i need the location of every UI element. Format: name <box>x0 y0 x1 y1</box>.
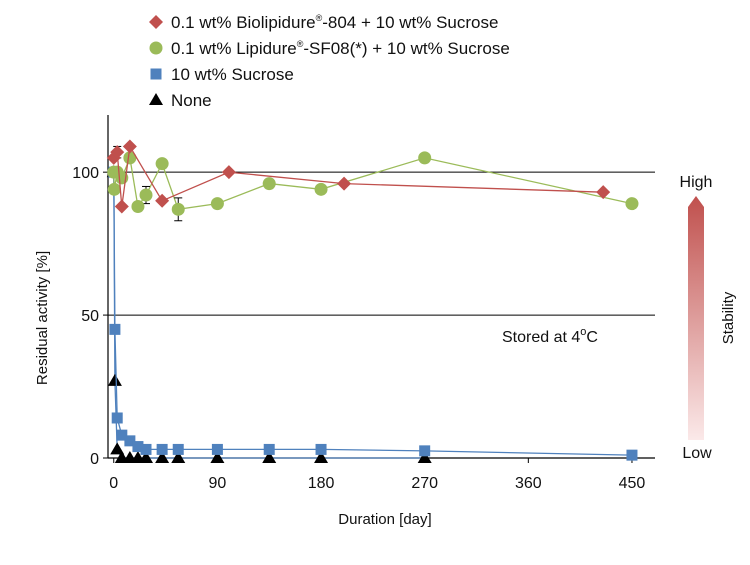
data-point-10-wt-sucrose <box>140 443 152 455</box>
data-point-10-wt-sucrose <box>124 435 136 447</box>
reference-lines <box>108 171 655 316</box>
x-tick-label: 270 <box>411 475 438 492</box>
x-tick-label: 0 <box>109 475 118 492</box>
legend-label: 0.1 wt% Lipidure®-SF08(*) + 10 wt% Sucro… <box>171 39 510 58</box>
y-tick-label: 100 <box>72 165 99 182</box>
legend: 0.1 wt% Biolipidure®-804 + 10 wt% Sucros… <box>149 13 510 110</box>
data-point-10-wt-sucrose <box>626 449 638 461</box>
legend-item-0-1-wt-lipidure: 0.1 wt% Lipidure®-SF08(*) + 10 wt% Sucro… <box>149 39 510 58</box>
data-point-10-wt-sucrose <box>156 443 168 455</box>
data-point-10-wt-sucrose <box>172 443 184 455</box>
series-layer <box>106 139 639 463</box>
series-0-1-wt-biolipidure <box>106 139 611 214</box>
data-point-0-1-wt-biolipidure <box>122 139 137 154</box>
data-point-10-wt-sucrose <box>132 441 144 453</box>
data-point-0-1-wt-lipidure <box>418 151 432 165</box>
data-point-none <box>171 451 186 463</box>
series-line-0-1-wt-lipidure <box>113 155 633 211</box>
series-10-wt-sucrose <box>108 166 638 461</box>
stability-low-label: Low <box>682 445 712 462</box>
y-tick-label: 0 <box>90 451 99 468</box>
data-point-0-1-wt-lipidure <box>625 197 639 211</box>
data-point-0-1-wt-biolipidure <box>114 199 129 214</box>
data-point-10-wt-sucrose <box>263 443 275 455</box>
series-line-0-1-wt-biolipidure <box>113 144 604 207</box>
storage-annotation: Stored at 4oC <box>502 326 598 346</box>
legend-marker-0-1-wt-biolipidure <box>149 15 163 29</box>
series-0-1-wt-lipidure <box>107 151 639 222</box>
series-none <box>106 165 432 463</box>
x-tick-label: 450 <box>619 475 646 492</box>
data-point-0-1-wt-lipidure <box>139 188 153 202</box>
data-point-0-1-wt-lipidure <box>262 177 276 191</box>
data-point-0-1-wt-lipidure <box>131 199 145 213</box>
data-point-0-1-wt-lipidure <box>155 157 169 171</box>
stability-scale: High Stability Low <box>680 174 737 462</box>
data-point-0-1-wt-lipidure <box>123 151 137 165</box>
x-tick-label: 180 <box>308 475 335 492</box>
data-point-0-1-wt-biolipidure <box>337 176 352 191</box>
x-tick-label: 360 <box>515 475 542 492</box>
y-axis-title: Residual activity [%] <box>34 251 51 385</box>
legend-marker-none <box>149 93 163 105</box>
data-point-none <box>417 451 432 463</box>
legend-label: 0.1 wt% Biolipidure®-804 + 10 wt% Sucros… <box>171 13 498 32</box>
legend-item-10-wt-sucrose: 10 wt% Sucrose <box>150 65 294 84</box>
data-point-0-1-wt-biolipidure <box>155 193 170 208</box>
data-point-0-1-wt-lipidure <box>107 182 121 196</box>
legend-marker-10-wt-sucrose <box>150 68 162 80</box>
stability-high-label: High <box>680 174 713 191</box>
data-point-10-wt-sucrose <box>111 412 123 424</box>
x-axis-title: Duration [day] <box>338 511 431 528</box>
data-point-10-wt-sucrose <box>116 429 128 441</box>
data-point-none <box>110 442 125 455</box>
data-point-none <box>262 451 277 463</box>
stability-label: Stability <box>720 291 737 344</box>
legend-label: 10 wt% Sucrose <box>171 65 294 84</box>
data-point-0-1-wt-lipidure <box>314 182 328 196</box>
data-point-none <box>107 373 122 386</box>
data-point-0-1-wt-lipidure <box>171 202 185 216</box>
data-point-0-1-wt-biolipidure <box>596 185 611 200</box>
data-point-10-wt-sucrose <box>315 443 327 455</box>
legend-label: None <box>171 91 212 110</box>
data-point-none <box>139 451 154 463</box>
data-point-10-wt-sucrose <box>211 443 223 455</box>
data-point-10-wt-sucrose <box>109 323 121 335</box>
legend-marker-0-1-wt-lipidure <box>149 41 163 55</box>
y-tick-label: 50 <box>81 308 99 325</box>
legend-item-0-1-wt-biolipidure: 0.1 wt% Biolipidure®-804 + 10 wt% Sucros… <box>149 13 498 32</box>
series-line-10-wt-sucrose <box>113 172 633 456</box>
data-point-0-1-wt-lipidure <box>210 197 224 211</box>
data-point-none <box>155 451 170 463</box>
data-point-none <box>210 451 225 463</box>
data-point-none <box>314 451 329 463</box>
x-tick-label: 90 <box>209 475 227 492</box>
legend-item-none: None <box>149 91 212 110</box>
stability-gradient-arrow <box>688 196 704 440</box>
axes: 0 50 100 0 90 180 270 360 450 <box>72 115 655 492</box>
data-point-0-1-wt-biolipidure <box>110 145 125 160</box>
data-point-10-wt-sucrose <box>419 445 431 457</box>
data-point-0-1-wt-biolipidure <box>221 165 236 180</box>
